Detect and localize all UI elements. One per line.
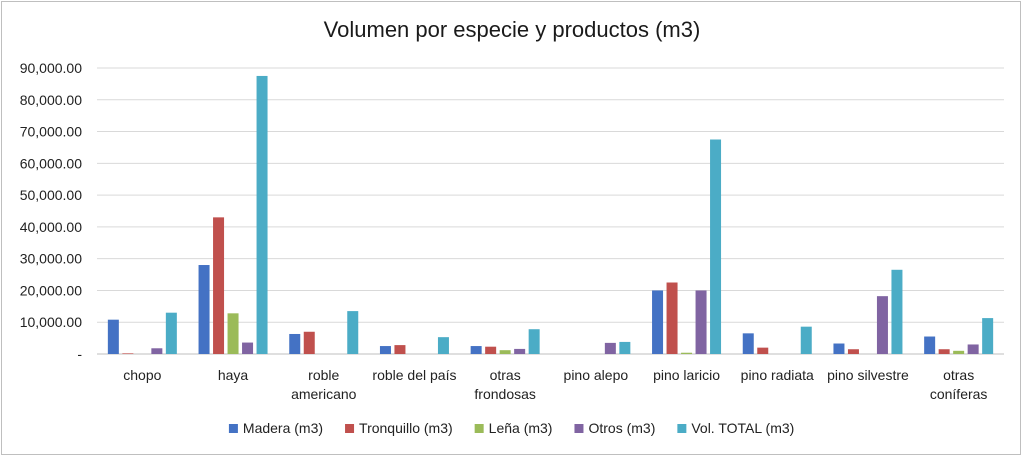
y-tick-label: 50,000.00 [20, 187, 82, 203]
x-category-label: pino alepo [564, 367, 629, 383]
bar [470, 346, 482, 354]
legend-label: Tronquillo (m3) [359, 420, 453, 436]
y-tick-label: 90,000.00 [20, 60, 82, 76]
y-tick-label: 20,000.00 [20, 282, 82, 298]
bar [800, 326, 812, 354]
bar [289, 333, 301, 354]
legend-swatch [228, 424, 238, 433]
bar [379, 346, 391, 354]
bar [924, 336, 936, 354]
bar [485, 346, 497, 354]
legend-label: Madera (m3) [243, 420, 323, 436]
bar [303, 331, 315, 354]
x-category-label: roble americano [291, 367, 357, 402]
gridlines [97, 67, 1004, 355]
bar [666, 282, 678, 354]
bar [938, 349, 950, 354]
bar [122, 353, 134, 354]
bar [242, 342, 254, 354]
bar [757, 347, 769, 354]
bar [891, 269, 903, 354]
legend-label: Otros (m3) [588, 420, 655, 436]
x-axis-labels: chopo haya roble americano roble del país otr… [123, 367, 987, 402]
y-axis-labels: - 10,000.00 20,000.00 30,000.00 40,000.00 50,… [20, 60, 83, 362]
bar [213, 217, 225, 354]
bar [165, 312, 177, 354]
bar [227, 313, 239, 354]
bar [681, 352, 693, 354]
x-category-label: haya [218, 367, 249, 383]
bar [151, 348, 163, 354]
bar [198, 265, 210, 354]
bar [847, 349, 859, 354]
y-tick-label: 10,000.00 [20, 314, 82, 330]
legend-swatch [345, 424, 355, 433]
x-category-label: roble del país [372, 367, 456, 383]
bar [394, 345, 406, 354]
chart-title: Volumen por especie y productos (m3) [324, 17, 701, 42]
bar [695, 290, 707, 354]
x-category-label: pino silvestre [827, 367, 909, 383]
x-category-label: otras frondosas [474, 367, 535, 402]
y-tick-label: 70,000.00 [20, 124, 82, 140]
x-category-label: chopo [123, 367, 161, 383]
x-category-label: otras coníferas [930, 367, 988, 402]
bar [107, 319, 119, 354]
bar [710, 139, 722, 354]
y-tick-label: - [77, 346, 82, 362]
bar [619, 341, 631, 354]
bar [347, 311, 359, 354]
bar [499, 350, 511, 354]
bar [652, 290, 664, 354]
bar [876, 296, 888, 354]
bar [967, 344, 979, 354]
bar [604, 342, 616, 354]
legend-swatch [677, 424, 687, 433]
bar [953, 350, 965, 354]
bar [437, 337, 449, 354]
y-tick-label: 40,000.00 [20, 219, 82, 235]
legend-swatch [474, 424, 484, 433]
bar [982, 318, 994, 354]
x-category-label: pino laricio [653, 367, 720, 383]
legend-swatch [574, 424, 584, 433]
bar [256, 75, 268, 354]
legend: Madera (m3) Tronquillo (m3) Leña (m3) Otros… [228, 420, 794, 436]
y-tick-label: 60,000.00 [20, 155, 82, 171]
bar [528, 329, 540, 354]
bar [833, 343, 845, 354]
bars [107, 75, 994, 354]
y-tick-label: 80,000.00 [20, 92, 82, 108]
bar [742, 333, 754, 354]
legend-label: Leña (m3) [489, 420, 553, 436]
y-tick-label: 30,000.00 [20, 251, 82, 267]
legend-label: Vol. TOTAL (m3) [691, 420, 794, 436]
x-category-label: pino radiata [741, 367, 814, 383]
bar [514, 348, 526, 354]
